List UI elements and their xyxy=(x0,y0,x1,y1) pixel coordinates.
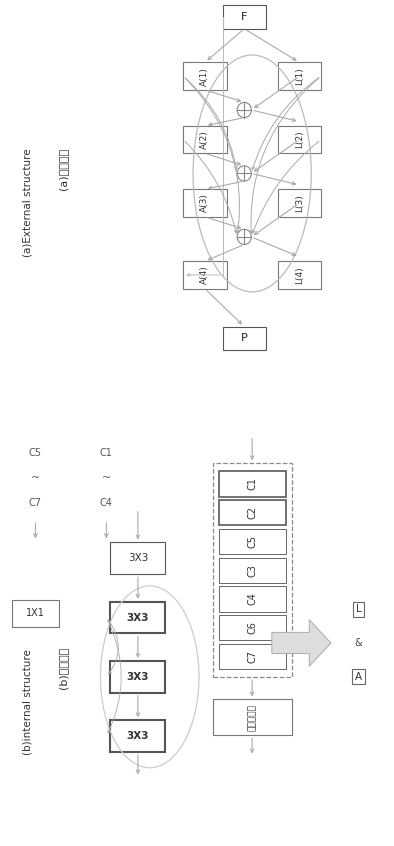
Text: L: L xyxy=(356,604,361,614)
Text: A(1): A(1) xyxy=(201,67,209,85)
Text: P: P xyxy=(241,333,248,343)
FancyBboxPatch shape xyxy=(110,661,165,693)
Text: C5: C5 xyxy=(29,448,42,458)
Polygon shape xyxy=(272,619,331,667)
Text: A(2): A(2) xyxy=(201,130,209,149)
FancyBboxPatch shape xyxy=(278,63,321,90)
Text: (a)External structure: (a)External structure xyxy=(22,149,33,257)
Text: C4: C4 xyxy=(100,498,113,508)
Text: C1: C1 xyxy=(100,448,113,458)
Text: 1X1: 1X1 xyxy=(26,608,45,618)
FancyBboxPatch shape xyxy=(110,720,165,752)
Text: 3X3: 3X3 xyxy=(126,731,149,741)
Text: C3: C3 xyxy=(247,563,257,577)
FancyBboxPatch shape xyxy=(223,5,266,29)
Text: L(2): L(2) xyxy=(295,131,304,148)
FancyBboxPatch shape xyxy=(110,602,165,634)
Text: C7: C7 xyxy=(29,498,42,508)
FancyBboxPatch shape xyxy=(278,261,321,288)
FancyBboxPatch shape xyxy=(219,529,286,554)
Text: (a)外部结构: (a)外部结构 xyxy=(58,148,68,190)
Text: A(4): A(4) xyxy=(201,266,209,284)
FancyBboxPatch shape xyxy=(213,700,292,735)
FancyBboxPatch shape xyxy=(223,327,266,350)
Text: (b)内部结构: (b)内部结构 xyxy=(58,647,68,689)
Text: C7: C7 xyxy=(247,650,257,663)
Text: C4: C4 xyxy=(247,592,257,606)
FancyBboxPatch shape xyxy=(219,500,286,525)
Text: 3X3: 3X3 xyxy=(126,613,149,623)
Text: C5: C5 xyxy=(247,535,257,548)
Text: 3X3: 3X3 xyxy=(128,553,148,563)
FancyBboxPatch shape xyxy=(278,190,321,217)
Text: ~: ~ xyxy=(31,473,40,483)
FancyBboxPatch shape xyxy=(219,558,286,583)
FancyBboxPatch shape xyxy=(183,261,227,288)
Text: C1: C1 xyxy=(247,477,257,491)
Text: L(3): L(3) xyxy=(295,195,304,212)
Text: 3X3: 3X3 xyxy=(126,672,149,682)
FancyBboxPatch shape xyxy=(12,600,59,627)
Text: A(3): A(3) xyxy=(201,194,209,212)
FancyBboxPatch shape xyxy=(219,586,286,612)
Text: C2: C2 xyxy=(247,506,257,519)
Text: C6: C6 xyxy=(247,621,257,634)
FancyBboxPatch shape xyxy=(183,126,227,153)
FancyBboxPatch shape xyxy=(278,126,321,153)
Text: ~: ~ xyxy=(102,473,111,483)
Text: (b)internal structure: (b)internal structure xyxy=(22,649,33,755)
Text: L(4): L(4) xyxy=(295,266,304,283)
FancyBboxPatch shape xyxy=(219,644,286,669)
Bar xyxy=(213,464,292,677)
Text: A: A xyxy=(355,672,362,682)
Text: &: & xyxy=(355,638,362,648)
FancyBboxPatch shape xyxy=(219,615,286,640)
FancyBboxPatch shape xyxy=(183,63,227,90)
Text: 注意力机制: 注意力机制 xyxy=(248,704,256,731)
FancyBboxPatch shape xyxy=(110,542,165,574)
Text: L(1): L(1) xyxy=(295,68,304,85)
Text: F: F xyxy=(241,12,247,22)
FancyBboxPatch shape xyxy=(219,471,286,497)
FancyBboxPatch shape xyxy=(183,190,227,217)
